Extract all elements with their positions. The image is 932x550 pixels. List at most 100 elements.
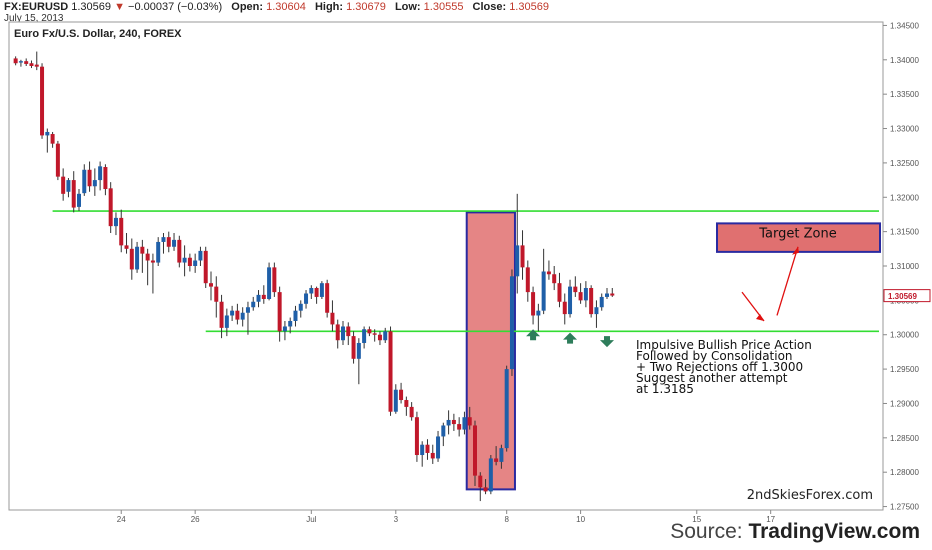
- candle-body: [18, 61, 23, 63]
- candle-body: [140, 246, 145, 254]
- candle-body: [589, 287, 594, 315]
- candle-body: [573, 286, 578, 293]
- candle-body: [330, 312, 335, 325]
- candle-body: [77, 193, 81, 207]
- analysis-note-line: at 1.3185: [636, 382, 694, 396]
- candle-body: [541, 271, 546, 311]
- close-label: Close:: [472, 1, 507, 13]
- change-down-icon: ▼: [114, 1, 125, 13]
- candle-body: [399, 389, 404, 401]
- candle-body: [50, 134, 55, 144]
- candle-body: [509, 276, 514, 370]
- candle-body: [108, 188, 113, 227]
- candle-body: [288, 320, 293, 327]
- analysis-note-line: + Two Rejections off 1.3000: [636, 360, 803, 374]
- candle-body: [430, 452, 435, 459]
- candle-body: [583, 287, 588, 301]
- x-tick-label: 3: [394, 515, 399, 524]
- rejection-down-arrow-icon: [600, 336, 614, 348]
- candle-body: [356, 342, 361, 359]
- x-axis: 24 26 Jul 3 8 10 15 17: [117, 510, 776, 524]
- candle-body: [314, 287, 319, 297]
- candle-body: [599, 296, 604, 308]
- candle-body: [251, 301, 256, 308]
- candle-body: [552, 274, 557, 284]
- open-value: 1.30604: [266, 1, 306, 13]
- x-tick-label: 8: [504, 515, 509, 524]
- watermark-text: 2ndSkiesForex.com: [747, 488, 873, 503]
- candle-body: [494, 458, 499, 462]
- x-tick-label: 17: [766, 515, 775, 524]
- low-label: Low:: [394, 1, 421, 13]
- candle-body: [457, 424, 462, 430]
- candle-body: [304, 293, 309, 304]
- candle-body: [594, 307, 599, 315]
- candle-body: [277, 292, 282, 332]
- analysis-note-line: Followed by Consolidation: [636, 349, 793, 363]
- y-tick-label: 1.32500: [890, 159, 919, 168]
- source-name: TradingView.com: [748, 520, 920, 543]
- open-label: Open:: [231, 1, 264, 13]
- high-value: 1.30679: [346, 1, 386, 13]
- candle-body: [240, 312, 245, 320]
- rejection-up-arrow-icon: [526, 329, 541, 341]
- candle-body: [520, 245, 525, 268]
- y-tick-label: 1.29000: [890, 399, 919, 408]
- x-tick-label: 26: [191, 515, 200, 524]
- x-tick-label: 15: [692, 515, 701, 524]
- candle-body: [404, 400, 409, 407]
- source-credit: Source: TradingView.com: [670, 520, 920, 544]
- y-tick-label: 1.34500: [890, 21, 919, 30]
- candle-body: [224, 315, 229, 328]
- candle-body: [166, 237, 171, 247]
- candle-body: [219, 301, 224, 328]
- candle-body: [282, 326, 287, 332]
- rejection-up-arrow-icon: [563, 332, 578, 344]
- candle-body: [193, 260, 198, 266]
- candle-body: [525, 267, 530, 293]
- candle-body: [272, 267, 277, 293]
- candle-body: [536, 310, 541, 316]
- candle-body: [172, 239, 177, 247]
- candle-body: [182, 257, 187, 263]
- candle-body: [135, 246, 140, 270]
- candle-body: [203, 250, 208, 284]
- y-tick-label: 1.32000: [890, 193, 919, 202]
- candle-body: [346, 326, 351, 337]
- y-tick-label: 1.31500: [890, 228, 919, 237]
- candle-body: [467, 417, 472, 426]
- last-price: 1.30569: [71, 1, 111, 13]
- annotations: Target Zone Impulsive Bullish Price Actio…: [526, 222, 931, 503]
- candle-body: [325, 283, 330, 313]
- candle-body: [377, 334, 382, 341]
- y-tick-label: 1.30000: [890, 331, 919, 340]
- last-price-tag: [883, 289, 931, 303]
- arrow-up-line: [776, 246, 799, 316]
- candle-body: [488, 458, 493, 492]
- symbol-name: FX:EURUSD: [4, 1, 69, 13]
- price-change: −0.00037 (−0.03%): [128, 1, 223, 13]
- candle-body: [45, 131, 50, 136]
- candle-body: [92, 180, 97, 187]
- candle-body: [34, 64, 39, 67]
- candle-body: [214, 286, 219, 302]
- candle-body: [198, 250, 203, 261]
- y-tick-label: 1.27500: [890, 503, 919, 512]
- candle-body: [145, 253, 150, 261]
- candle-body: [209, 283, 213, 287]
- plot-area: [8, 21, 884, 511]
- candle-body: [298, 303, 303, 311]
- candle-body: [578, 292, 583, 301]
- candle-body: [40, 66, 45, 136]
- x-tick-label: 10: [576, 515, 585, 524]
- last-price-label: 1.30569: [888, 292, 917, 301]
- close-value: 1.30569: [509, 1, 549, 13]
- candle-body: [557, 283, 562, 302]
- target-zone-label: Target Zone: [758, 226, 836, 241]
- analysis-note-line: Suggest another attempt: [636, 371, 788, 385]
- candle-body: [515, 245, 520, 277]
- candle-body: [29, 63, 34, 66]
- candle-body: [367, 329, 372, 334]
- y-tick-label: 1.28500: [890, 434, 919, 443]
